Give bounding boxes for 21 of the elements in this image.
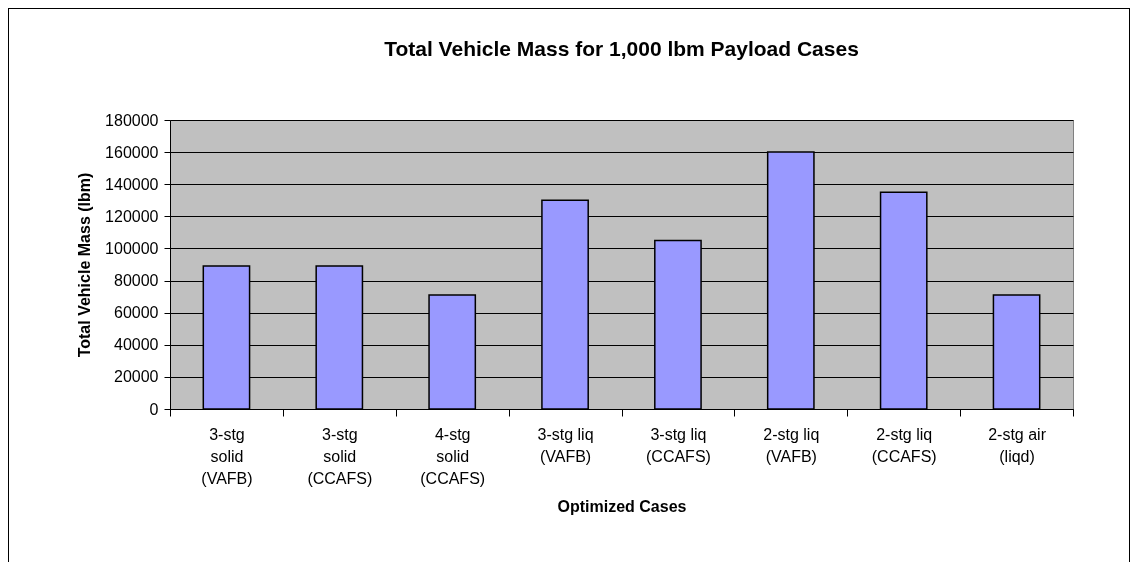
y-tick-label: 60000 [114, 304, 159, 322]
x-tick-label: 3-stg solid (VAFB) [201, 425, 253, 487]
y-tick-label: 120000 [105, 207, 159, 225]
chart-title: Total Vehicle Mass for 1,000 lbm Payload Cases [384, 37, 859, 60]
y-tick-label: 180000 [105, 111, 159, 129]
x-tick-label: 2-stg liq (VAFB) [763, 425, 820, 465]
y-tick-label: 0 [149, 400, 159, 418]
y-tick-label: 80000 [114, 272, 159, 290]
y-tick-label: 100000 [105, 239, 159, 257]
x-tick-label: 2-stg air (liqd) [988, 425, 1047, 465]
x-axis-title: Optimized Cases [557, 497, 687, 515]
y-tick-label: 160000 [105, 143, 159, 161]
y-tick-label: 40000 [114, 336, 159, 354]
y-tick-label: 20000 [114, 368, 159, 386]
x-tick-label: 2-stg liq (CCAFS) [871, 425, 937, 465]
x-tick-label: 3-stg liq (CCAFS) [645, 425, 711, 465]
x-tick-label: 4-stg solid (CCAFS) [420, 425, 486, 487]
y-tick-label: 140000 [105, 175, 159, 193]
y-axis-title: Total Vehicle Mass (lbm) [76, 172, 94, 358]
x-tick-label: 3-stg solid (CCAFS) [307, 425, 373, 487]
x-tick-label: 3-stg liq (VAFB) [537, 425, 594, 465]
